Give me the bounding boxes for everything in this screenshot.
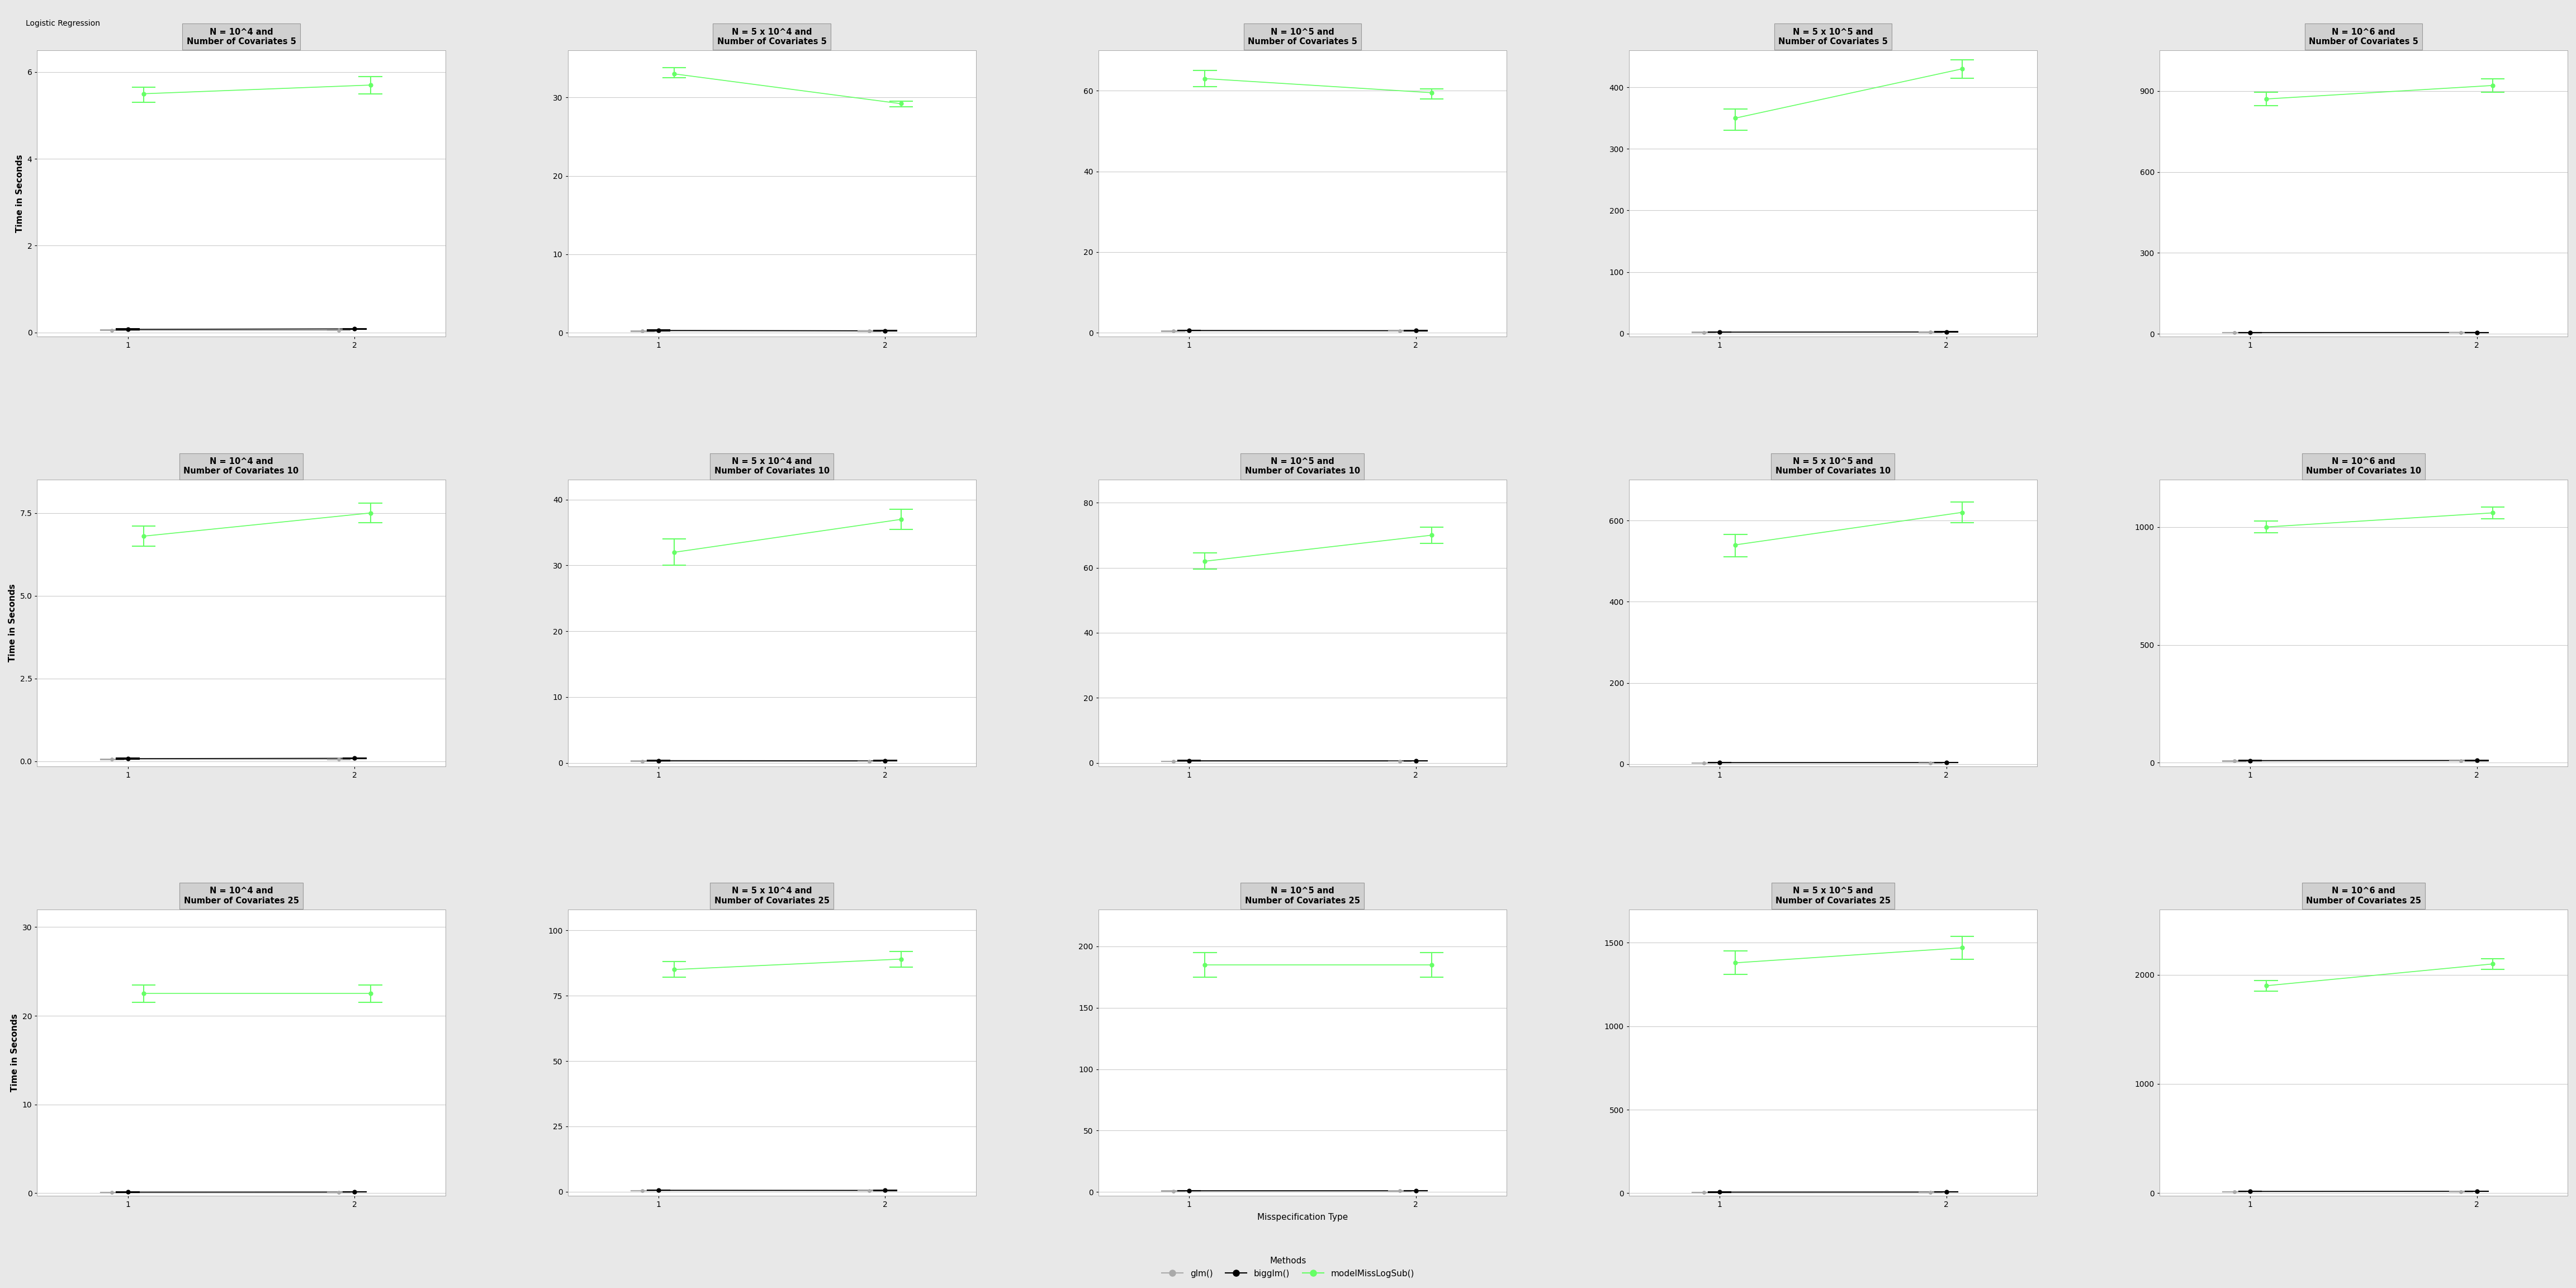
- Title: N = 10^5 and
Number of Covariates 10: N = 10^5 and Number of Covariates 10: [1244, 457, 1360, 475]
- Title: N = 10^4 and
Number of Covariates 10: N = 10^4 and Number of Covariates 10: [183, 457, 299, 475]
- Title: N = 10^4 and
Number of Covariates 25: N = 10^4 and Number of Covariates 25: [183, 886, 299, 905]
- Title: N = 5 x 10^5 and
Number of Covariates 5: N = 5 x 10^5 and Number of Covariates 5: [1777, 28, 1888, 46]
- X-axis label: Misspecification Type: Misspecification Type: [1257, 1213, 1347, 1221]
- Title: N = 10^5 and
Number of Covariates 25: N = 10^5 and Number of Covariates 25: [1244, 886, 1360, 905]
- Title: N = 10^5 and
Number of Covariates 5: N = 10^5 and Number of Covariates 5: [1247, 28, 1358, 46]
- Y-axis label: Time in Seconds: Time in Seconds: [8, 583, 18, 662]
- Text: Logistic Regression: Logistic Regression: [26, 19, 100, 27]
- Title: N = 5 x 10^5 and
Number of Covariates 10: N = 5 x 10^5 and Number of Covariates 10: [1775, 457, 1891, 475]
- Title: N = 5 x 10^4 and
Number of Covariates 5: N = 5 x 10^4 and Number of Covariates 5: [716, 28, 827, 46]
- Title: N = 5 x 10^4 and
Number of Covariates 25: N = 5 x 10^4 and Number of Covariates 25: [714, 886, 829, 905]
- Legend: glm(), bigglm(), modelMissLogSub(): glm(), bigglm(), modelMissLogSub(): [1159, 1253, 1417, 1282]
- Title: N = 10^6 and
Number of Covariates 5: N = 10^6 and Number of Covariates 5: [2308, 28, 2419, 46]
- Title: N = 5 x 10^4 and
Number of Covariates 10: N = 5 x 10^4 and Number of Covariates 10: [714, 457, 829, 475]
- Title: N = 10^6 and
Number of Covariates 25: N = 10^6 and Number of Covariates 25: [2306, 886, 2421, 905]
- Y-axis label: Time in Seconds: Time in Seconds: [10, 1014, 18, 1092]
- Y-axis label: Time in Seconds: Time in Seconds: [15, 155, 23, 233]
- Title: N = 10^6 and
Number of Covariates 10: N = 10^6 and Number of Covariates 10: [2306, 457, 2421, 475]
- Title: N = 10^4 and
Number of Covariates 5: N = 10^4 and Number of Covariates 5: [185, 28, 296, 46]
- Title: N = 5 x 10^5 and
Number of Covariates 25: N = 5 x 10^5 and Number of Covariates 25: [1775, 886, 1891, 905]
